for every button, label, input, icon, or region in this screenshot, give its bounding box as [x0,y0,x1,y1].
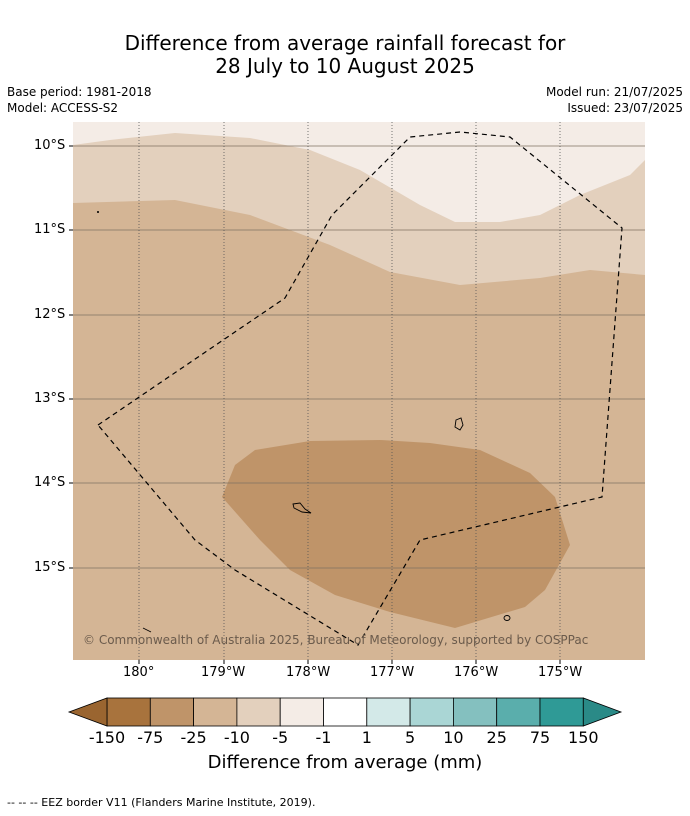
issued-text: Issued: 23/07/2025 [567,101,683,115]
colorbar-extend-high [582,697,623,727]
colorbar-tick-label: -5 [272,728,289,747]
lon-ticks [138,660,561,664]
colorbar-segment [149,697,195,727]
colorbar-tick-label: -25 [180,728,207,747]
colorbar-tick-label: 5 [405,728,416,747]
lon-label-178w: 178°W [286,665,331,680]
island-outline [503,615,511,621]
model-run-text: Model run: 21/07/2025 [545,85,683,99]
lat-label-10s: 10°S [34,138,66,153]
colorbar-segment [539,697,584,727]
colorbar-tick-label: 75 [529,728,551,747]
lat-label-12s: 12°S [34,307,66,322]
map-title-line1: Difference from average rainfall forecas… [124,31,566,55]
lon-label-177w: 177°W [370,665,415,680]
lat-gridlines [73,145,645,569]
colorbar-tick-label: 25 [486,728,507,747]
colorbar-extend-low [67,697,108,727]
lat-ticks [69,145,73,569]
islands [96,210,511,633]
lon-label-180: 180° [123,665,155,680]
model-text: Model: ACCESS-S2 [7,101,119,115]
lon-label-179w: 179°W [201,665,246,680]
lon-label-176w: 176°W [454,665,499,680]
island-outline [292,502,312,514]
copyright-text: © Commonwealth of Australia 2025, Bureau… [83,633,589,647]
colorbar-title: Difference from average (mm) [207,752,483,773]
colorbar [67,697,623,727]
eez-legend-text: -- -- -- EEZ border V11 (Flanders Marine… [7,796,316,809]
colorbar-tick-label: -75 [137,728,164,747]
rain-band-minus-1 [73,122,645,222]
colorbar-segment [409,697,454,727]
island-outline [142,627,152,633]
map-area [73,122,645,660]
colorbar-tick-label: 150 [568,728,599,747]
map-title-line2: 28 July to 10 August 2025 [215,54,475,78]
island-outline [96,210,100,214]
colorbar-tick-label: -1 [315,728,332,747]
colorbar-segment [496,697,541,727]
colorbar-tick-label: -10 [223,728,250,747]
lat-label-11s: 11°S [34,222,66,237]
colorbar-segment [323,697,368,727]
colorbar-segment [279,697,324,727]
lat-label-13s: 13°S [34,391,66,406]
colorbar-tick-label: -150 [88,728,126,747]
colorbar-segment [106,697,151,727]
colorbar-tick-label: 1 [361,728,372,747]
colorbar-tick-label: 10 [443,728,464,747]
lat-label-15s: 15°S [34,560,66,575]
eez-border [97,131,623,646]
colorbar-segment [366,697,411,727]
colorbar-segment [193,697,238,727]
base-period-text: Base period: 1981-2018 [7,85,152,99]
island-outline [454,417,464,431]
colorbar-segment [236,697,281,727]
lat-label-14s: 14°S [34,475,66,490]
lon-label-175w: 175°W [538,665,583,680]
colorbar-segment [452,697,498,727]
rain-band-minus-25 [222,440,570,628]
